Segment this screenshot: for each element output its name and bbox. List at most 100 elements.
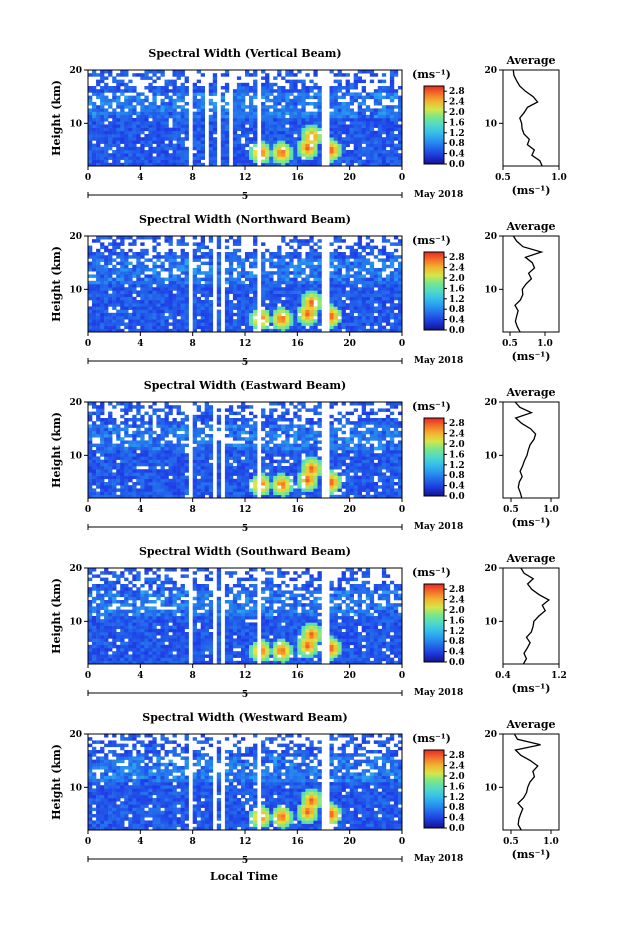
heatmap-cell xyxy=(104,98,109,103)
heatmap-cell xyxy=(216,255,222,259)
heatmap-cell xyxy=(160,437,165,441)
heatmap-cell xyxy=(204,466,209,470)
heatmap-cell xyxy=(261,127,266,132)
heatmap-cell xyxy=(361,258,366,262)
heatmap-cell xyxy=(100,95,105,100)
heatmap-cell xyxy=(192,421,197,425)
heatmap-cell xyxy=(172,118,177,122)
heatmap-cell xyxy=(92,105,97,109)
heatmap-cell xyxy=(140,150,145,154)
heatmap-cell xyxy=(373,92,379,96)
heatmap-cell xyxy=(341,143,346,148)
heatmap-cell xyxy=(241,261,246,266)
heatmap-cell xyxy=(172,89,177,93)
heatmap-cell xyxy=(261,414,266,419)
heatmap-cell xyxy=(313,162,318,167)
heatmap-cell xyxy=(228,284,234,288)
heatmap-cell xyxy=(140,127,145,132)
heatmap-cell xyxy=(297,453,302,457)
heatmap-cell xyxy=(96,261,101,266)
heatmap-cell xyxy=(140,485,145,489)
heatmap-cell xyxy=(285,137,290,141)
heatmap-cell xyxy=(164,89,169,93)
heatmap-cell xyxy=(265,82,270,87)
heatmap-cell xyxy=(349,118,354,122)
heatmap-cell xyxy=(313,421,318,425)
heatmap-cell xyxy=(269,284,274,288)
heatmap-cell xyxy=(92,89,97,93)
heatmap-cell xyxy=(116,73,121,77)
heatmap-cell xyxy=(261,303,266,307)
heatmap-cell xyxy=(333,443,338,448)
heatmap-cell xyxy=(224,456,230,460)
heatmap-cell xyxy=(160,485,165,489)
heatmap-cell xyxy=(389,316,395,320)
heatmap-cell xyxy=(277,121,282,125)
heatmap-cell xyxy=(216,408,222,412)
heatmap-cell xyxy=(212,124,218,128)
heatmap-cell xyxy=(357,280,362,285)
heatmap-cell xyxy=(196,284,201,288)
heatmap-cell xyxy=(353,153,358,157)
heatmap-cell xyxy=(92,293,97,298)
heatmap-cell xyxy=(144,140,149,144)
heatmap-cell xyxy=(160,316,165,320)
heatmap-cell xyxy=(104,143,109,148)
heatmap-cell xyxy=(381,146,387,151)
heatmap-cell xyxy=(236,316,242,320)
heatmap-cell xyxy=(148,459,153,464)
heatmap-cell xyxy=(120,79,125,84)
heatmap-cell xyxy=(329,440,334,444)
heatmap-cell xyxy=(389,95,395,100)
heatmap-cell xyxy=(88,261,93,266)
heatmap-cell xyxy=(180,280,185,285)
heatmap-cell xyxy=(236,456,242,460)
heatmap-cell xyxy=(96,319,101,323)
heatmap-cell xyxy=(333,73,338,77)
heatmap-cell xyxy=(200,290,205,294)
heatmap-cell xyxy=(245,105,250,109)
heatmap-cell xyxy=(277,293,282,298)
heatmap-cell xyxy=(180,108,185,112)
heatmap-cell xyxy=(144,469,149,473)
heatmap-cell xyxy=(337,127,342,132)
heatmap-cell xyxy=(385,287,391,291)
heatmap-cell xyxy=(245,274,250,278)
heatmap-cell xyxy=(88,268,93,272)
heatmap-cell xyxy=(285,453,290,457)
heatmap-cell xyxy=(329,402,334,406)
heatmap-cell xyxy=(176,89,181,93)
heatmap-cell xyxy=(369,300,375,304)
heatmap-cell xyxy=(180,450,185,454)
heatmap-cell xyxy=(176,284,181,288)
heatmap-cell xyxy=(245,290,250,294)
heatmap-cell xyxy=(285,491,290,496)
heatmap-cell xyxy=(265,325,270,330)
heatmap-cell xyxy=(297,472,302,476)
heatmap-cell xyxy=(172,261,177,266)
heatmap-cell xyxy=(293,309,298,314)
heatmap-cell xyxy=(297,159,302,164)
heatmap-cell xyxy=(265,316,270,320)
heatmap-cell xyxy=(333,146,338,151)
heatmap-cell xyxy=(108,140,113,144)
heatmap-cell xyxy=(341,239,346,243)
heatmap-cell xyxy=(369,156,375,160)
heatmap-cell xyxy=(329,111,334,116)
heatmap-cell xyxy=(261,102,266,106)
heatmap-cell xyxy=(92,134,97,138)
heatmap-cell xyxy=(309,309,314,314)
heatmap-cell xyxy=(136,306,141,310)
heatmap-cell xyxy=(232,153,238,157)
heatmap-cell xyxy=(249,316,254,320)
heatmap-cell xyxy=(144,127,149,132)
heatmap-cell xyxy=(377,290,383,294)
heatmap-cell xyxy=(104,284,109,288)
heatmap-cell xyxy=(100,472,105,476)
heatmap-cell xyxy=(128,450,133,454)
heatmap-cell xyxy=(204,255,209,259)
heatmap-cell xyxy=(333,134,338,138)
heatmap-cell xyxy=(297,271,302,275)
heatmap-cell xyxy=(265,446,270,451)
heatmap-cell xyxy=(148,86,153,90)
